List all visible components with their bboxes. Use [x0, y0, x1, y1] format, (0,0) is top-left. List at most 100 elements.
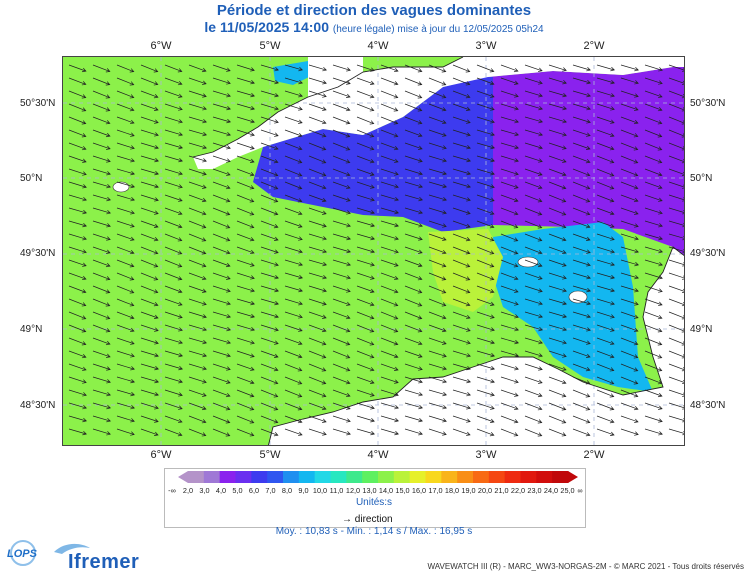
direction-arrow	[212, 285, 231, 293]
direction-arrow	[644, 233, 663, 241]
direction-arrow	[116, 428, 135, 436]
lon-label-bottom-2w: 2°W	[583, 449, 605, 461]
direction-arrow	[644, 168, 663, 177]
direction-arrow	[404, 298, 423, 307]
direction-arrow	[668, 259, 684, 267]
direction-arrow	[668, 207, 684, 215]
lon-label-top-2w: 2°W	[583, 40, 605, 52]
france-landmass	[268, 247, 684, 445]
direction-arrow	[284, 337, 303, 346]
direction-arrow	[644, 207, 663, 215]
direction-arrow	[140, 337, 159, 345]
direction-arrow	[92, 389, 111, 397]
direction-arrow	[140, 246, 159, 255]
wave-period-map[interactable]	[62, 56, 685, 446]
direction-arrow	[476, 402, 495, 410]
direction-arrow	[164, 415, 183, 424]
direction-arrow	[116, 129, 135, 137]
direction-arrow	[212, 298, 231, 306]
direction-arrow	[380, 363, 399, 371]
direction-arrow	[644, 376, 663, 385]
direction-arrow	[332, 350, 351, 359]
direction-arrow	[308, 103, 327, 111]
direction-arrow	[380, 116, 399, 125]
direction-arrow	[164, 376, 183, 384]
colorbar-cell	[488, 471, 506, 483]
ifremer-logo	[54, 543, 90, 554]
direction-arrow	[500, 285, 519, 293]
lon-label-top-4w: 4°W	[367, 40, 389, 52]
direction-arrow	[548, 64, 567, 72]
island-guernsey	[568, 290, 588, 304]
direction-arrow	[428, 363, 447, 371]
direction-arrow	[116, 103, 135, 112]
direction-arrow	[476, 194, 495, 202]
direction-arrow	[116, 142, 135, 150]
direction-arrow	[380, 207, 399, 215]
direction-arrow	[524, 155, 543, 163]
direction-arrow	[548, 350, 567, 358]
direction-arrow	[308, 142, 327, 151]
direction-arrow	[356, 64, 375, 72]
direction-arrow	[380, 350, 399, 359]
direction-arrow	[188, 220, 207, 229]
colorbar-tick-label: 16,0	[411, 486, 427, 495]
direction-arrow	[212, 194, 231, 203]
direction-arrow	[572, 103, 591, 111]
direction-arrow	[116, 415, 135, 423]
direction-arrow	[668, 376, 684, 385]
direction-arrow	[668, 389, 684, 397]
direction-arrow	[140, 168, 159, 176]
direction-arrow	[500, 142, 519, 150]
direction-arrow	[236, 428, 255, 437]
direction-arrow	[452, 324, 471, 332]
direction-arrow	[524, 428, 543, 437]
direction-arrow	[548, 272, 567, 280]
direction-arrow	[524, 415, 543, 424]
direction-arrow	[68, 77, 87, 86]
direction-arrow	[380, 259, 399, 267]
direction-arrow	[284, 168, 303, 177]
direction-arrow	[452, 155, 471, 163]
direction-arrow	[428, 77, 447, 86]
direction-arrow	[524, 376, 543, 384]
direction-arrow	[284, 207, 303, 216]
direction-arrow	[548, 90, 567, 98]
direction-arrow	[572, 363, 591, 372]
direction-arrow	[236, 64, 255, 72]
direction-arrow	[236, 129, 255, 137]
direction-arrow	[236, 220, 255, 229]
direction-arrow	[644, 428, 663, 436]
colorbar-tick-label: 20,0	[477, 486, 493, 495]
direction-arrow	[404, 363, 423, 371]
direction-arrow	[428, 324, 447, 333]
direction-arrow	[164, 428, 183, 437]
map-svg	[63, 57, 684, 445]
direction-arrow	[332, 428, 351, 436]
direction-arrow	[116, 376, 135, 384]
direction-arrow	[188, 428, 207, 437]
direction-arrow	[308, 116, 327, 125]
direction-arrow	[164, 389, 183, 397]
direction-arrow	[140, 376, 159, 384]
direction-arrow	[236, 90, 255, 98]
direction-arrow	[668, 194, 684, 202]
direction-arrow	[92, 363, 111, 371]
direction-arrow	[404, 155, 423, 163]
direction-arrow	[380, 415, 399, 423]
direction-arrow	[428, 311, 447, 320]
direction-arrow	[92, 64, 111, 73]
direction-arrow	[236, 350, 255, 358]
direction-arrow	[164, 220, 183, 229]
direction-arrow	[212, 337, 231, 345]
direction-arrow	[116, 324, 135, 333]
lon-label-bottom-5w: 5°W	[259, 449, 281, 461]
direction-arrow	[668, 324, 684, 333]
colorbar-ticks: -∞ ∞ 2,0 3,0 4,0 5,0 6,0 7,0 8,0 9,0 10,0 11,0 12,…	[168, 486, 588, 498]
direction-arrow	[524, 90, 543, 98]
direction-arrow	[68, 350, 87, 359]
direction-arrow	[668, 363, 684, 372]
direction-arrow	[332, 415, 351, 423]
direction-arrow	[116, 77, 135, 86]
colorbar-min-arrow	[178, 471, 188, 483]
